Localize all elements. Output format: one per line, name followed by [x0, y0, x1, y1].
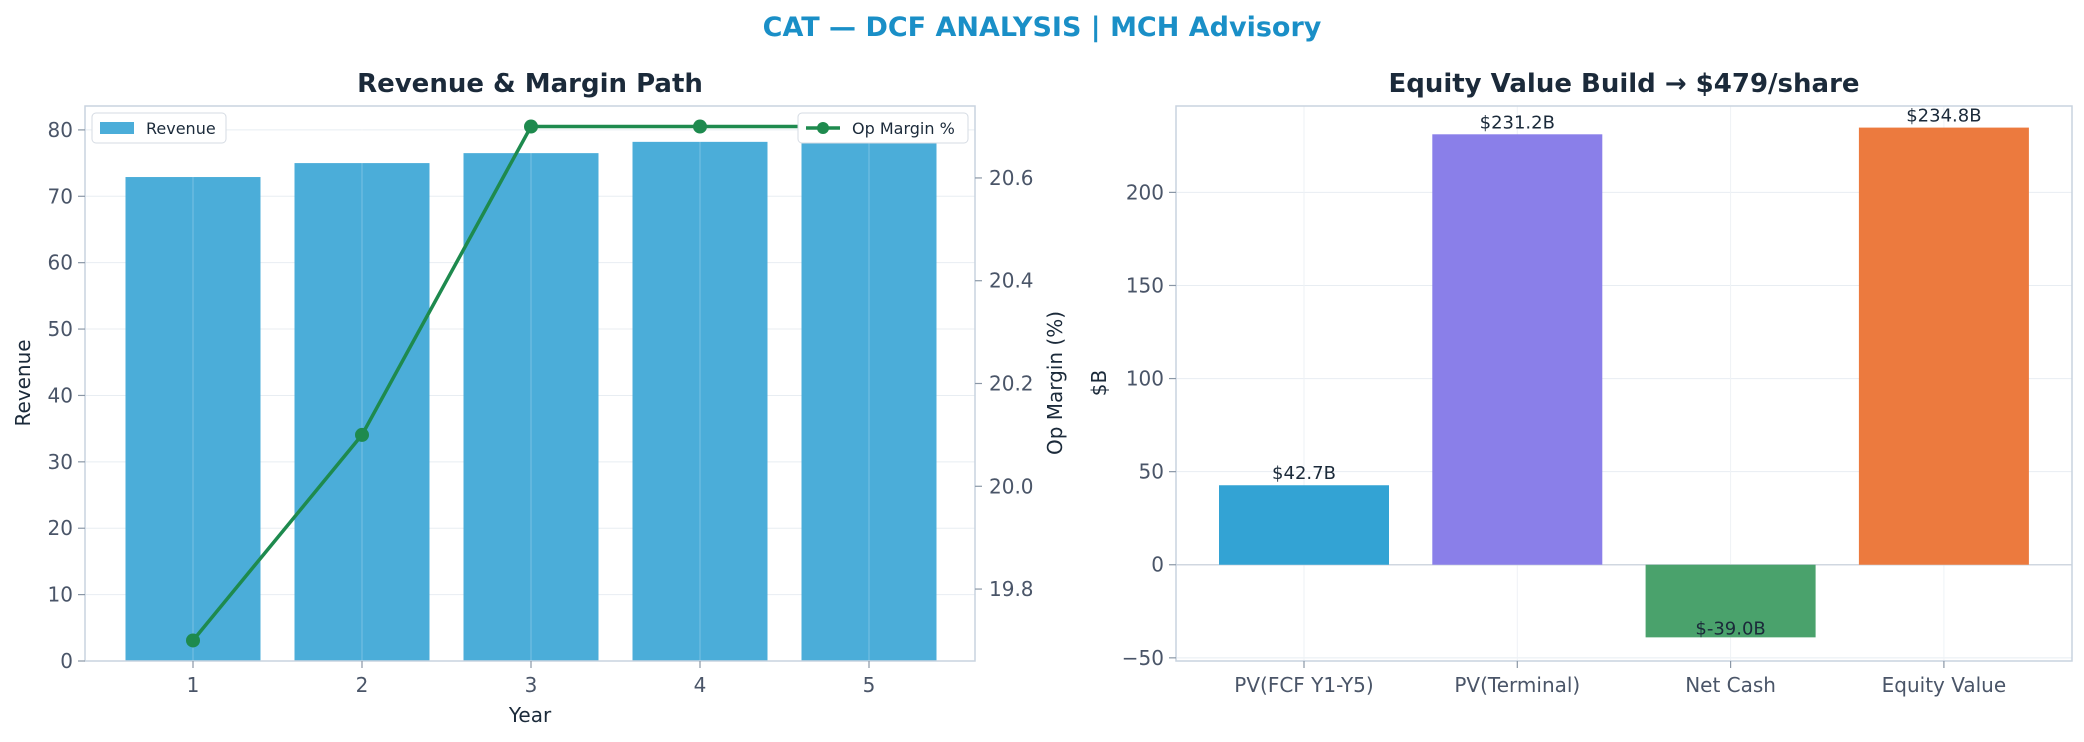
op-margin-point [186, 633, 200, 648]
left-chart-title: Revenue & Margin Path [357, 69, 703, 99]
revenue-legend-box [91, 112, 227, 144]
left-y-tick-label: 80 [48, 118, 73, 142]
right-y-axis-label: $B [1087, 370, 1111, 396]
revenue-bar [125, 177, 261, 662]
right-x-tick-label: Equity Value [1882, 673, 2007, 697]
right-y-tick-label: 0 [1151, 553, 1164, 577]
right-y-tick-label: 200 [1126, 180, 1164, 204]
revenue-bar [463, 153, 599, 661]
op-margin-legend-label: Op Margin % [852, 119, 955, 138]
left-y2-tick-label: 19.8 [989, 577, 1034, 601]
equity-data-label: $234.8B [1906, 106, 1981, 127]
left-y2-tick-label: 20.0 [989, 474, 1034, 498]
left-y-tick-label: 70 [48, 184, 73, 208]
equity-bar [1858, 127, 2029, 565]
left-y2-tick-label: 20.2 [989, 372, 1034, 396]
right-x-ticks: PV(FCF Y1-Y5) PV(Terminal) Net Cash Equity … [1234, 661, 2006, 697]
left-y-tick-label: 0 [60, 649, 73, 673]
equity-data-label: $42.7B [1272, 463, 1336, 484]
left-y2-tick-label: 20.4 [989, 269, 1034, 293]
op-margin-point [693, 119, 707, 134]
left-x-tick-label: 3 [525, 673, 538, 697]
left-x-tick-label: 4 [694, 673, 707, 697]
equity-bars [1219, 127, 2029, 638]
right-y-ticks: −50 0 50 100 150 200 [1122, 180, 1176, 670]
op-margin-legend-box [797, 112, 969, 144]
revenue-bar [801, 130, 937, 661]
right-x-tick-label: PV(Terminal) [1454, 673, 1580, 697]
left-y-tick-label: 20 [48, 516, 73, 540]
left-x-axis-label: Year [508, 703, 552, 727]
left-y-ticks: 0 10 20 30 40 50 60 70 80 [48, 118, 85, 673]
left-y2-ticks: 19.8 20.0 20.2 20.4 20.6 [975, 166, 1034, 601]
right-x-tick-label: PV(FCF Y1-Y5) [1234, 673, 1373, 697]
left-y-tick-label: 10 [48, 583, 73, 607]
left-x-tick-label: 2 [356, 673, 369, 697]
revenue-legend-label: Revenue [146, 119, 216, 138]
left-y2-axis-label: Op Margin (%) [1043, 311, 1067, 455]
left-x-tick-label: 5 [863, 673, 876, 697]
right-y-tick-label: −50 [1122, 646, 1164, 670]
equity-data-label: $-39.0B [1695, 618, 1765, 639]
equity-bar [1219, 485, 1389, 565]
left-y-axis-label: Revenue [11, 339, 35, 426]
revenue-bars [125, 106, 937, 662]
right-y-tick-label: 50 [1139, 460, 1164, 484]
op-margin-legend-marker [817, 122, 829, 134]
revenue-bar [294, 163, 430, 661]
revenue-bar [632, 141, 768, 661]
left-x-ticks: 1 2 3 4 5 [187, 661, 876, 697]
left-y-tick-label: 50 [48, 317, 73, 341]
equity-bar [1432, 134, 1603, 565]
revenue-legend: Revenue [91, 112, 227, 144]
op-margin-point [355, 427, 369, 442]
right-y-tick-label: 150 [1126, 273, 1164, 297]
op-margin-legend: Op Margin % [797, 112, 969, 144]
left-y-tick-label: 60 [48, 251, 73, 275]
left-x-tick-label: 1 [187, 673, 200, 697]
right-x-tick-label: Net Cash [1685, 673, 1776, 697]
equity-data-labels: $42.7B $231.2B $-39.0B $234.8B [1272, 106, 1982, 640]
equity-value-chart: Equity Value Build → $479/share $42.7B $2… [1087, 69, 2073, 697]
equity-bar [1645, 564, 1816, 638]
right-plot-frame [1175, 105, 2073, 662]
right-y-tick-label: 100 [1126, 367, 1164, 391]
revenue-margin-chart: Revenue & Margin Path 01020304050607080 … [11, 69, 1067, 727]
figure-suptitle: CAT — DCF ANALYSIS | MCH Advisory [763, 12, 1322, 43]
revenue-legend-swatch [100, 122, 134, 134]
left-y-tick-label: 40 [48, 383, 73, 407]
left-y-tick-label: 30 [48, 450, 73, 474]
op-margin-point [524, 119, 538, 134]
left-y2-tick-label: 20.6 [989, 166, 1034, 190]
equity-data-label: $231.2B [1480, 112, 1555, 133]
right-chart-title: Equity Value Build → $479/share [1388, 69, 1859, 99]
